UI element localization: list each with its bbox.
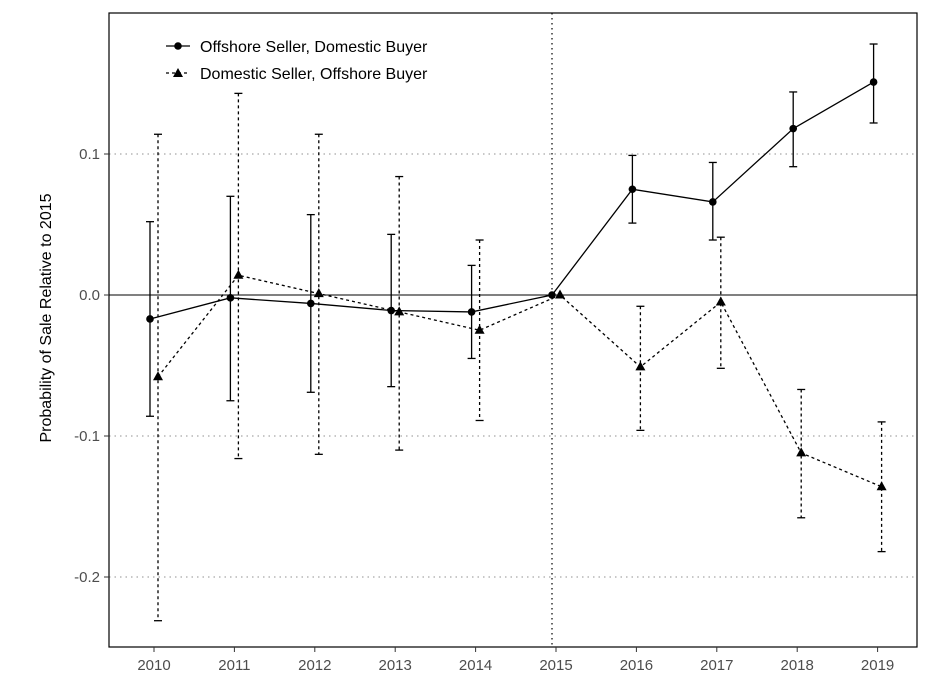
point-series-2-2019: [876, 481, 887, 491]
series-layer: [146, 43, 887, 622]
legend-item-series-2: Domestic Seller, Offshore Buyer: [166, 66, 428, 83]
point-series-2-2013: [394, 306, 405, 316]
error-bar-series-2-2019: [877, 421, 886, 553]
x-tick-label-0: 2010: [137, 657, 170, 674]
x-tick-label-4: 2014: [459, 657, 492, 674]
y-tick-label-2: 0.0: [79, 287, 100, 304]
point-series-1-2015: [548, 291, 556, 299]
y-tick-label-3: 0.1: [79, 146, 100, 163]
legend-marker-circle-icon: [174, 42, 182, 50]
point-series-1-2014: [467, 308, 476, 316]
point-series-2-2015: [555, 289, 565, 299]
point-series-1-2018: [789, 124, 797, 133]
x-tick-label-5: 2015: [539, 657, 572, 674]
x-tick-label-1: 2011: [218, 657, 250, 674]
point-series-1-2016: [628, 185, 637, 194]
point-series-2-2012: [313, 288, 324, 298]
x-tick-label-6: 2016: [620, 657, 653, 674]
y-axis-title: Probability of Sale Relative to 2015: [38, 193, 55, 442]
point-series-1-2017: [709, 198, 717, 206]
point-series-2-2018: [796, 447, 807, 457]
legend-label-series-1: Offshore Seller, Domestic Buyer: [200, 39, 428, 56]
reference-lines: [109, 13, 917, 647]
point-series-2-2014: [474, 324, 485, 334]
point-series-2-2017: [715, 296, 726, 306]
axis-layer: 2010 2011 2012 2013 2014 2015 2016 2017 2018 2019…: [74, 146, 894, 674]
y-tick-label-0: -0.2: [74, 569, 100, 586]
point-series-1-2010: [146, 315, 154, 323]
legend-label-series-2: Domestic Seller, Offshore Buyer: [200, 66, 428, 83]
y-tick-label-1: -0.1: [74, 428, 100, 445]
legend-marker-triangle-icon: [173, 68, 183, 77]
series-line-2: [157, 274, 882, 488]
error-bar-series-2-2017: [716, 236, 725, 369]
legend-item-series-1: Offshore Seller, Domestic Buyer: [166, 39, 428, 56]
error-bar-series-2-2013: [395, 175, 404, 451]
point-series-2-2016: [635, 361, 646, 371]
series-2: [153, 92, 887, 622]
point-series-1-2012: [307, 299, 315, 308]
error-bar-series-2-2010: [154, 133, 162, 622]
point-series-2-2011: [233, 269, 244, 279]
series-1: [146, 43, 878, 417]
series-line-1: [149, 81, 874, 320]
x-tick-label-7: 2017: [700, 657, 733, 674]
error-bar-series-2-2012: [314, 133, 323, 455]
point-series-1-2019: [869, 78, 878, 86]
x-tick-label-2: 2012: [298, 657, 331, 674]
x-tick-label-8: 2018: [781, 657, 814, 674]
x-tick-label-9: 2019: [861, 657, 894, 674]
panel-border: [108, 12, 918, 648]
error-bar-series-2-2018: [797, 388, 806, 519]
point-series-2-2010: [153, 371, 163, 381]
x-tick-label-3: 2013: [379, 657, 412, 674]
point-series-1-2011: [226, 294, 235, 302]
legend: Offshore Seller, Domestic Buyer Domestic…: [166, 39, 428, 83]
point-series-1-2013: [387, 306, 396, 315]
